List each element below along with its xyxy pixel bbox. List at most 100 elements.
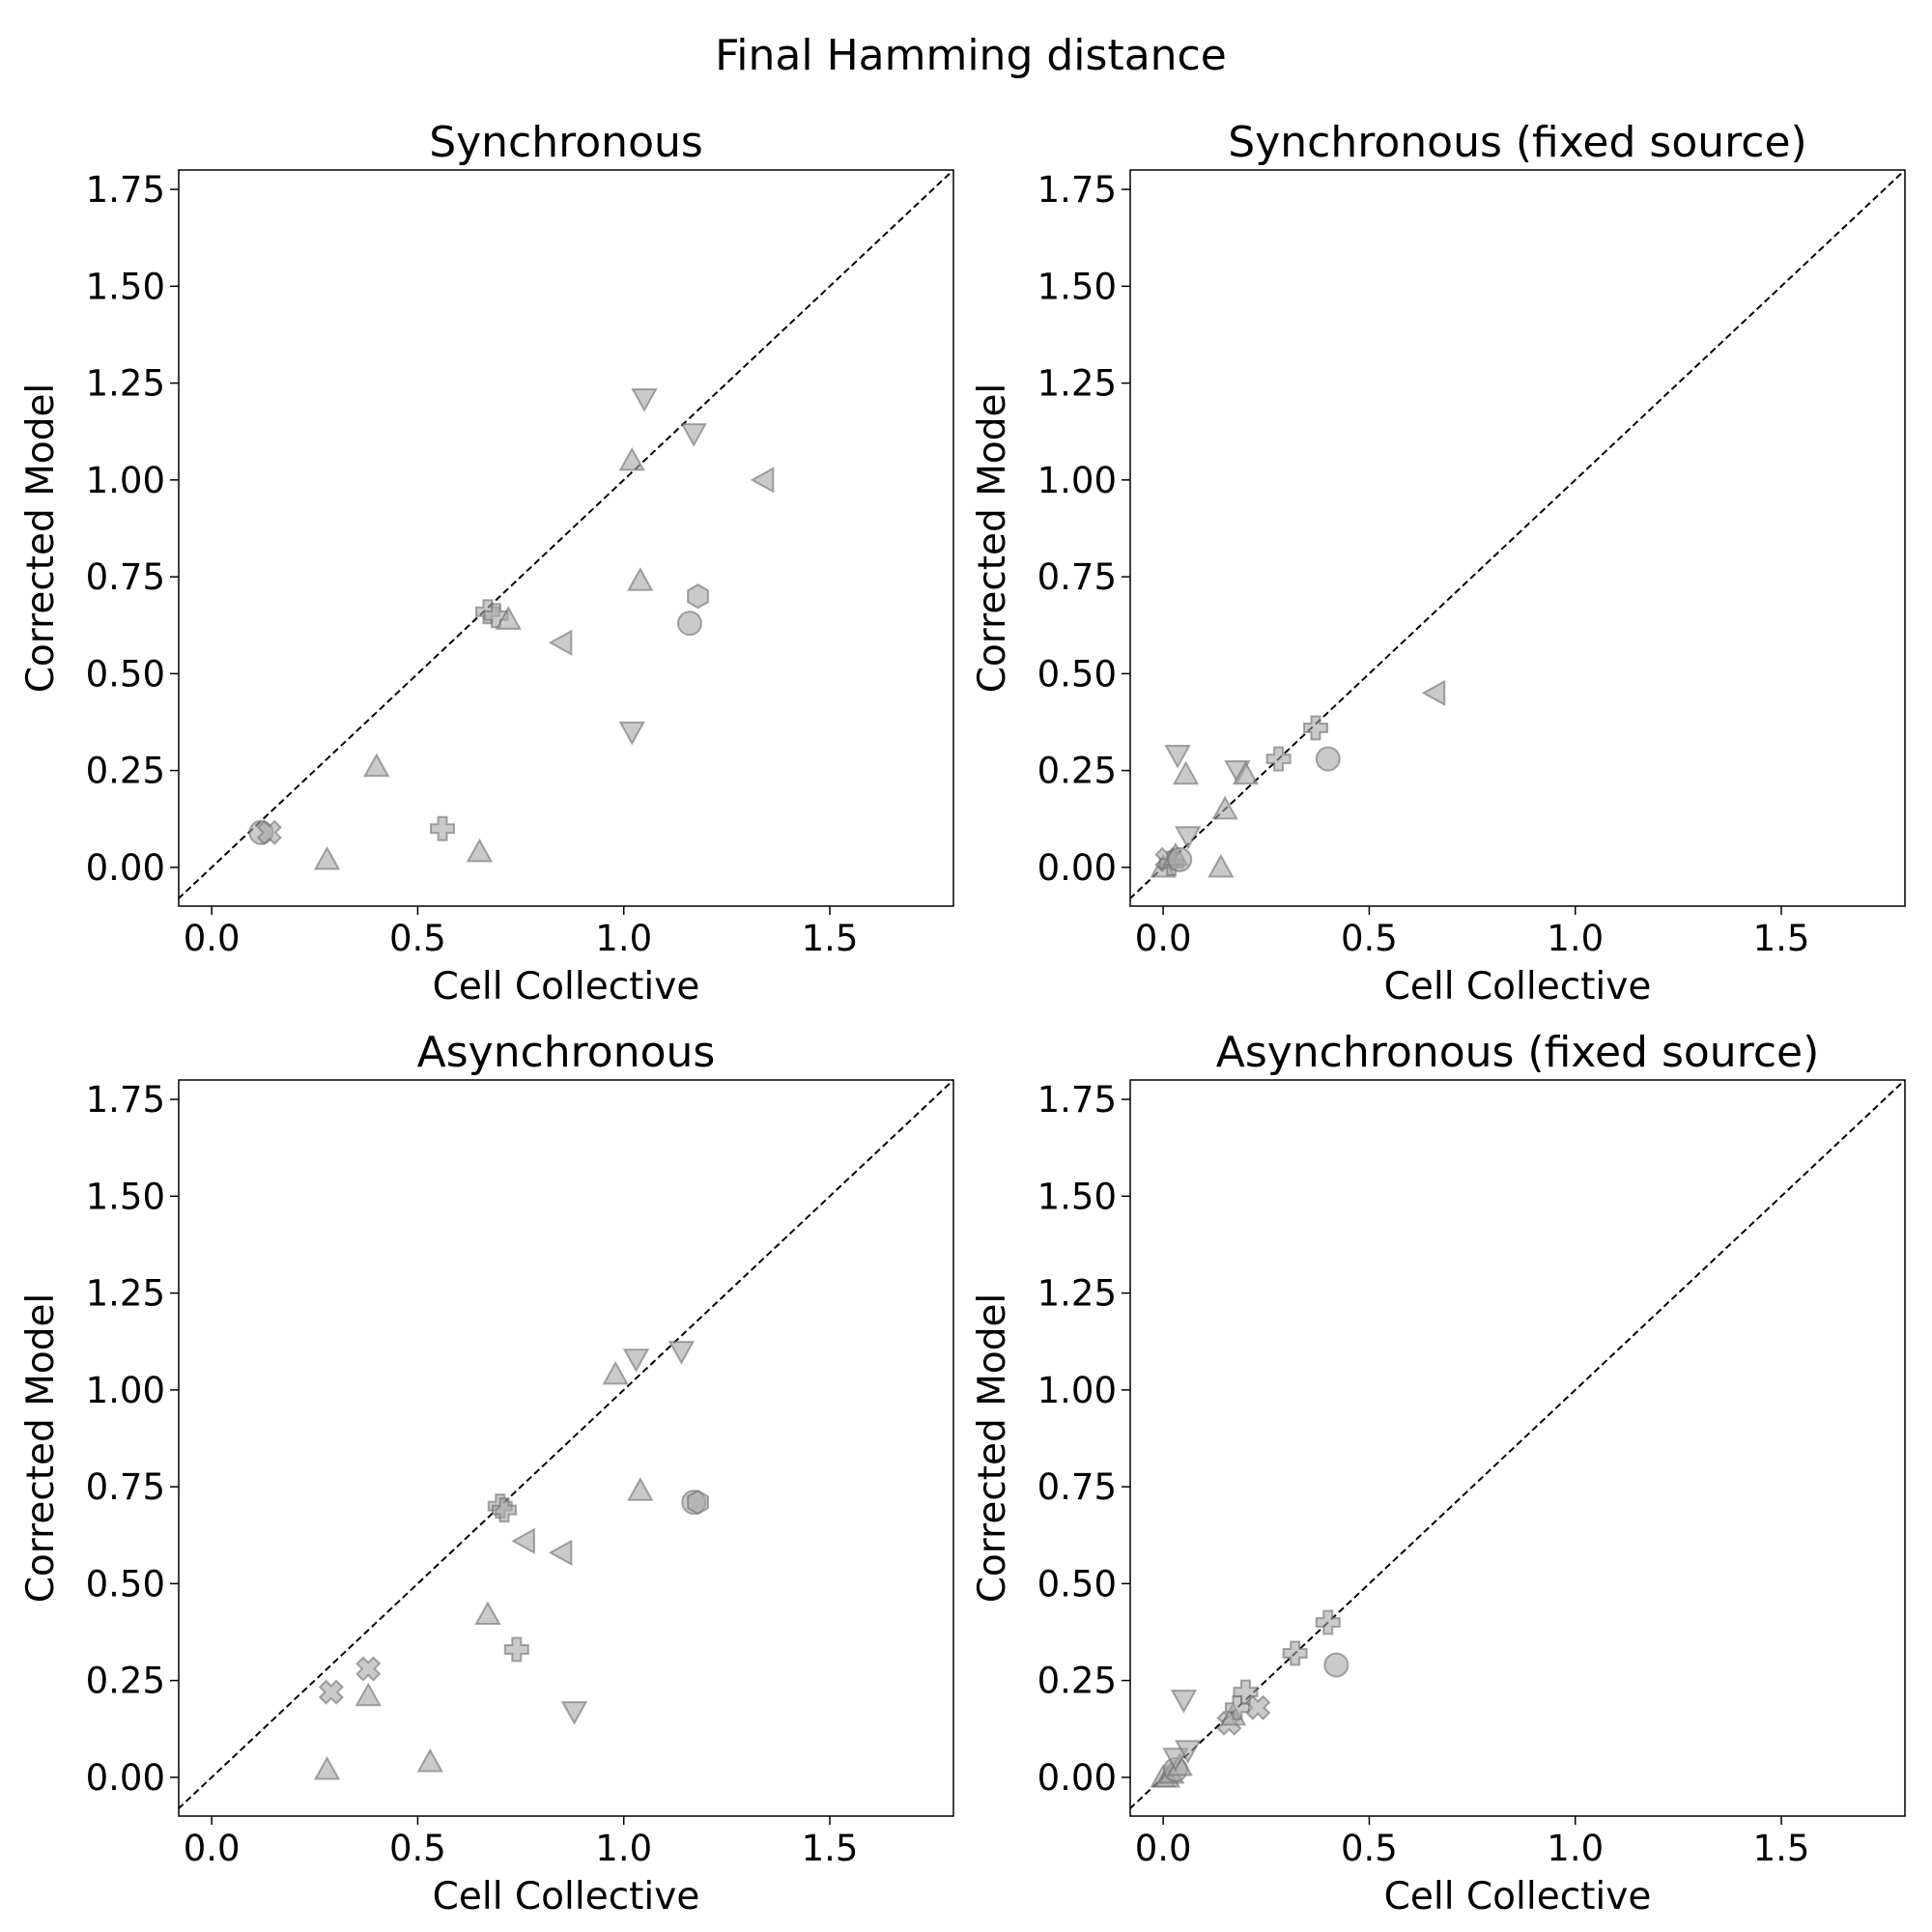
x-tick-label: 1.0 <box>1547 918 1604 959</box>
x-tick-label: 0.0 <box>184 1828 241 1869</box>
data-point <box>492 1497 518 1523</box>
data-point <box>355 1656 382 1682</box>
plot-frame <box>178 1079 954 1817</box>
data-point <box>1170 1690 1198 1714</box>
chart-panel: Asynchronous 0.0 0.5 1.0 1.5 0.00 0.25 0.50 0.75… <box>19 1028 954 1918</box>
x-axis-label: Cell Collective <box>433 1875 700 1918</box>
scatter-points <box>248 388 775 870</box>
data-point <box>560 1701 588 1725</box>
x-tick-label: 1.0 <box>595 918 652 959</box>
data-point <box>511 1527 535 1554</box>
diagonal-line <box>179 170 953 900</box>
scatter-points <box>313 1341 709 1780</box>
y-tick-label: 1.75 <box>86 1079 165 1121</box>
data-point <box>548 629 573 656</box>
data-point <box>355 1682 382 1707</box>
y-axis-label: Corrected Model <box>971 1293 1014 1604</box>
y-tick-label: 1.00 <box>86 1370 165 1411</box>
diagonal-line <box>1130 170 1905 900</box>
y-tick-label: 1.25 <box>86 1273 165 1315</box>
data-point <box>668 1341 696 1365</box>
x-tick-label: 0.5 <box>389 918 446 959</box>
data-point <box>1172 760 1200 785</box>
data-point <box>1164 744 1191 769</box>
data-point <box>680 423 707 447</box>
data-point <box>503 1636 529 1662</box>
data-point <box>416 1747 443 1773</box>
y-axis-label: Corrected Model <box>19 384 63 694</box>
data-point <box>602 1360 629 1385</box>
data-point <box>495 606 522 630</box>
y-tick-label: 0.50 <box>1037 653 1117 695</box>
y-tick-label: 1.50 <box>1037 266 1117 307</box>
x-tick-label: 0.5 <box>1341 918 1398 959</box>
y-tick-label: 0.25 <box>86 1661 165 1702</box>
y-tick-label: 0.75 <box>1037 1466 1117 1508</box>
data-point <box>1167 846 1193 872</box>
data-point <box>1315 746 1341 772</box>
data-point <box>313 1755 341 1780</box>
plot-frame <box>1129 169 1906 907</box>
plot-frame <box>1129 1079 1906 1817</box>
y-axis-label: Corrected Model <box>971 384 1014 694</box>
x-axis-label: Cell Collective <box>433 965 700 1009</box>
data-point <box>627 1477 654 1501</box>
chart-title: Synchronous (fixed source) <box>1228 118 1806 167</box>
y-tick-label: 0.00 <box>86 1757 165 1799</box>
x-tick-label: 0.0 <box>1135 918 1192 959</box>
data-point <box>548 1539 573 1566</box>
data-point <box>1162 1747 1189 1772</box>
y-tick-label: 1.75 <box>86 169 165 211</box>
x-tick-label: 0.5 <box>1341 1828 1398 1869</box>
figure-suptitle: Final Hamming distance <box>715 31 1227 80</box>
data-point <box>256 819 282 845</box>
data-point <box>363 753 390 778</box>
y-tick-label: 0.00 <box>1037 847 1117 889</box>
y-tick-label: 0.25 <box>86 751 165 792</box>
chart-title: Synchronous <box>429 118 703 167</box>
x-axis-label: Cell Collective <box>1384 965 1652 1009</box>
data-point <box>1323 1652 1350 1678</box>
y-tick-label: 1.00 <box>1037 460 1117 501</box>
data-point <box>1282 1640 1308 1666</box>
data-point <box>1232 760 1260 785</box>
y-tick-label: 0.50 <box>1037 1563 1117 1605</box>
x-tick-label: 1.5 <box>1753 918 1810 959</box>
x-tick-label: 0.0 <box>1135 1828 1192 1869</box>
scatter-points <box>1150 679 1446 878</box>
data-point <box>687 583 709 610</box>
y-tick-label: 1.50 <box>1037 1176 1117 1217</box>
x-tick-label: 1.0 <box>1547 1828 1604 1869</box>
data-point <box>313 845 341 870</box>
y-tick-label: 0.00 <box>86 847 165 889</box>
data-point <box>627 567 654 591</box>
y-tick-label: 1.00 <box>1037 1370 1117 1411</box>
x-tick-label: 1.5 <box>802 918 859 959</box>
x-tick-label: 1.5 <box>802 1828 859 1869</box>
data-point <box>1302 715 1328 741</box>
x-tick-label: 0.0 <box>184 918 241 959</box>
data-point <box>750 467 775 494</box>
chart-panel: Asynchronous (fixed source)0.0 0.5 1.0 1.50… <box>971 1028 1906 1918</box>
chart-title: Asynchronous <box>417 1028 716 1077</box>
y-tick-label: 1.25 <box>86 363 165 405</box>
data-point <box>1245 1694 1271 1720</box>
diagonal-line <box>1130 1080 1905 1810</box>
scatter-points <box>1150 1609 1350 1788</box>
data-point <box>474 1601 501 1626</box>
y-axis-label: Corrected Model <box>19 1293 63 1604</box>
chart-panel: Synchronous (fixed source) 0.0 0.5 1.0 1.5 0.… <box>971 118 1906 1009</box>
data-point <box>1265 746 1292 772</box>
data-point <box>687 1489 709 1516</box>
y-tick-label: 0.75 <box>86 556 165 598</box>
x-axis-label: Cell Collective <box>1384 1875 1652 1918</box>
data-point <box>1208 853 1235 878</box>
y-tick-label: 1.50 <box>86 266 165 307</box>
data-point <box>1175 826 1202 850</box>
data-point <box>676 611 702 637</box>
x-tick-label: 0.5 <box>389 1828 446 1869</box>
y-tick-label: 1.75 <box>1037 169 1117 211</box>
y-tick-label: 0.50 <box>86 1563 165 1605</box>
data-point <box>466 838 494 863</box>
data-point <box>1211 795 1238 820</box>
